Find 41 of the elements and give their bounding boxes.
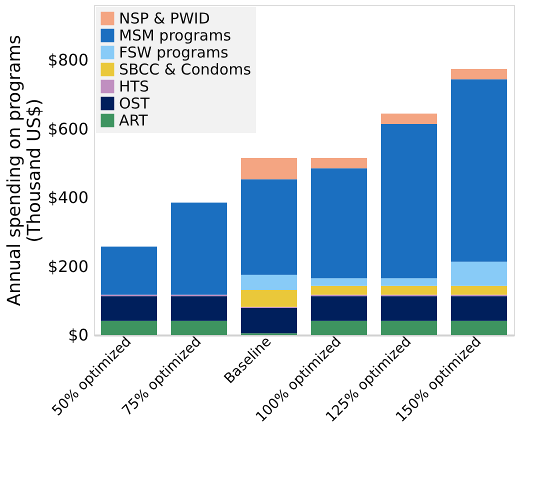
legend-label: OST bbox=[119, 94, 150, 112]
bar bbox=[381, 286, 437, 295]
bar bbox=[171, 202, 227, 295]
bar bbox=[381, 320, 437, 335]
legend-label: SBCC & Condoms bbox=[119, 60, 252, 78]
y-tick-label: $600 bbox=[48, 119, 88, 138]
y-axis-title: Annual spending on programs (Thousand US$) bbox=[4, 35, 45, 306]
bar bbox=[311, 286, 367, 295]
bar bbox=[101, 320, 157, 335]
legend-label: ART bbox=[119, 112, 149, 130]
bar bbox=[171, 320, 227, 335]
bar bbox=[451, 320, 507, 335]
bar bbox=[241, 274, 297, 290]
bar bbox=[311, 278, 367, 286]
y-tick-label: $200 bbox=[48, 256, 88, 276]
bar bbox=[451, 68, 507, 80]
bar bbox=[451, 262, 507, 286]
bar bbox=[451, 79, 507, 262]
bar bbox=[381, 124, 437, 278]
y-tick-label: $800 bbox=[48, 50, 88, 70]
bar bbox=[101, 246, 157, 295]
bar bbox=[241, 179, 297, 275]
bar bbox=[451, 286, 507, 295]
bar bbox=[241, 308, 297, 334]
bar bbox=[381, 278, 437, 286]
bar bbox=[381, 296, 437, 321]
bar bbox=[101, 296, 157, 321]
legend-label: NSP & PWID bbox=[119, 10, 210, 28]
bar bbox=[311, 168, 367, 278]
bar bbox=[311, 320, 367, 335]
legend-label: HTS bbox=[119, 78, 149, 96]
bar bbox=[381, 114, 437, 124]
legend-label: MSM programs bbox=[119, 26, 232, 44]
bar bbox=[241, 290, 297, 307]
bar bbox=[311, 158, 367, 168]
bar bbox=[241, 158, 297, 180]
bar bbox=[311, 296, 367, 321]
legend-label: FSW programs bbox=[119, 44, 229, 62]
bar bbox=[451, 296, 507, 321]
bar bbox=[171, 296, 227, 321]
y-tick-label: $400 bbox=[48, 188, 88, 207]
